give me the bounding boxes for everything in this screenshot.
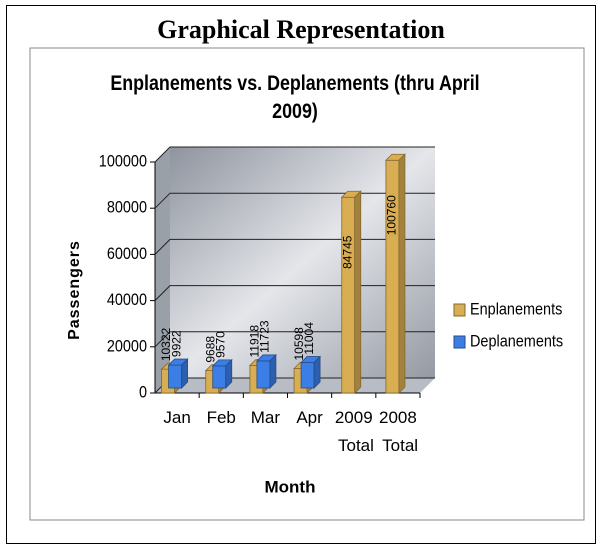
bar-front [212,365,227,389]
bar-side [181,358,188,389]
bar-side [398,153,406,394]
bar-side [313,355,321,389]
chart-title: Enplanements vs. Deplanements (thru Apri… [110,72,480,123]
bar-front [168,364,182,389]
bar [255,353,277,389]
data-label: 9922 [169,330,183,357]
bar [384,153,406,394]
x-tick-label: Mar [251,408,281,427]
y-tick-label: 0 [139,383,147,401]
x-tick-label: 2008 Total [378,408,418,455]
y-tick-label: 60000 [107,245,147,263]
bar-side [225,358,233,389]
bar [167,358,189,389]
y-tick-label: 100000 [99,152,147,170]
x-tick-label: Apr [296,408,323,427]
data-label: 9688 [203,336,217,363]
bar-front [385,159,400,394]
data-label: 11723 [258,320,272,353]
header-title: Graphical Representation [157,15,445,44]
legend-swatch [453,303,466,317]
bar [300,355,322,389]
bar-front [341,196,356,394]
legend-label: Enplanements [470,300,562,318]
bar-side [354,190,362,394]
data-label: 10322 [159,327,173,361]
data-label: 11004 [302,322,316,355]
bar-side [269,353,277,389]
y-tick-label: 40000 [107,291,147,309]
x-axis-label: Month [265,477,316,496]
legend-swatch [453,335,466,349]
bar-front [256,360,271,389]
chart-title-box: Enplanements vs. Deplanements (thru Apri… [110,72,480,123]
y-axis-label: Passengers [66,240,83,340]
frame [6,5,596,544]
data-label: 84745 [340,235,354,269]
grid-line [154,146,435,163]
y-tick-label: 20000 [107,337,147,355]
data-label: 100760 [385,195,399,235]
data-label: 10598 [292,327,306,361]
chart-box [29,47,585,521]
data-label: 9570 [213,331,227,358]
bar [340,190,362,394]
data-label: 11918 [248,325,262,358]
bar [211,358,233,389]
y-tick-label: 80000 [107,199,147,217]
legend-label: Deplanements [470,332,563,350]
x-tick-label: Feb [207,408,236,427]
x-tick-label: Jan [163,408,190,427]
side-wall [155,147,170,393]
bar-front [300,362,315,389]
x-tick-label: 2009 Total [334,408,374,455]
